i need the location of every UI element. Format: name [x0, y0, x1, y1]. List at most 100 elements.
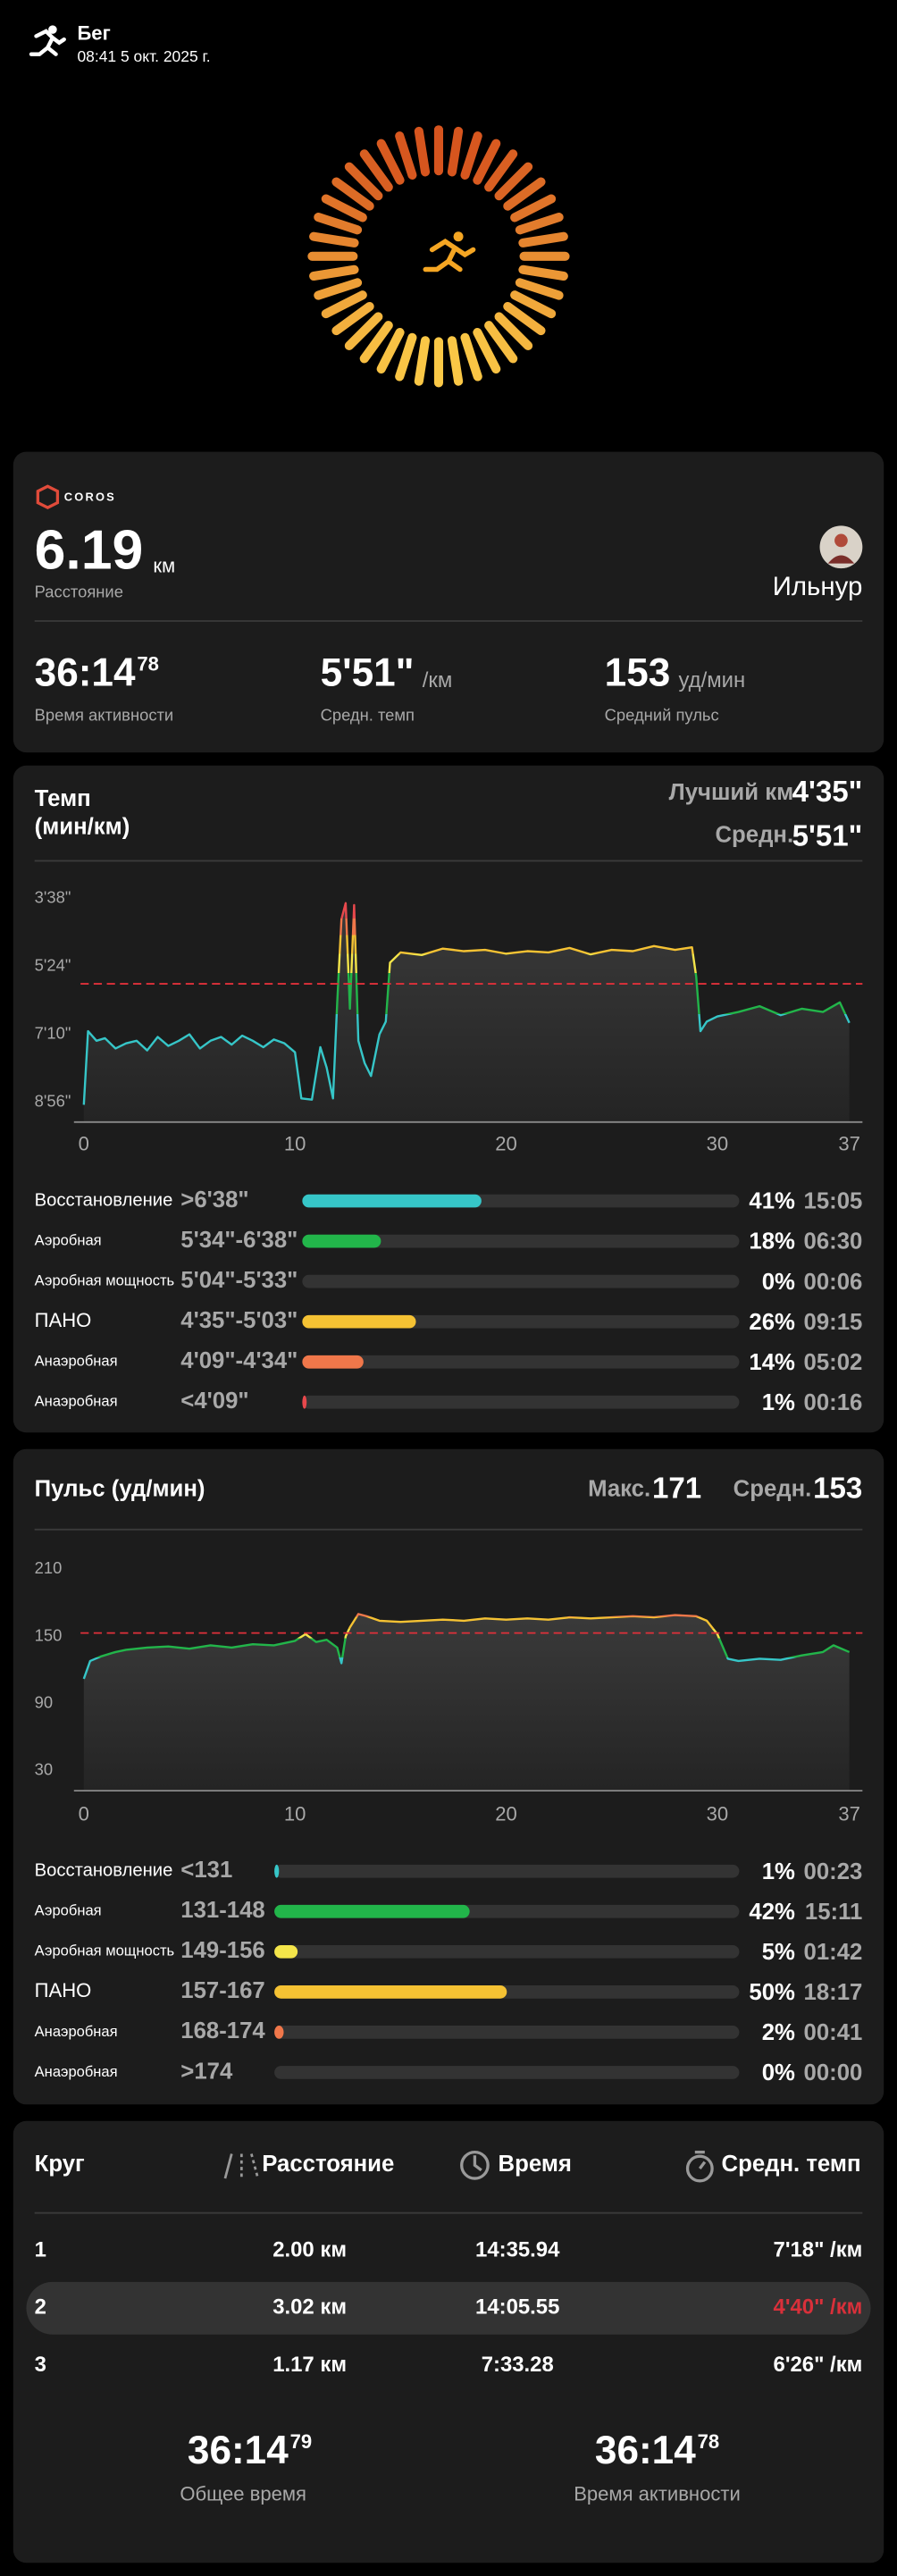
ring-segment [321, 194, 367, 222]
total-value: 36:14 [595, 2429, 696, 2472]
lap-cell: 3 [35, 2353, 46, 2377]
ring-segment [518, 231, 568, 248]
y-tick-label: 5'24" [35, 956, 71, 975]
ring-segment [376, 327, 405, 374]
best-value: 4'35" [792, 776, 863, 809]
ring-segment [331, 177, 374, 211]
y-tick-label: 210 [35, 1558, 63, 1577]
ring-segment [344, 162, 383, 201]
ring-segment [460, 332, 482, 382]
zone-bar [274, 1864, 280, 1878]
zone-time: 06:30 [804, 1229, 863, 1254]
average-value: 5'51" [792, 819, 863, 852]
ring-segment [414, 336, 431, 386]
distance-label: Расстояние [35, 583, 123, 601]
ring-segment [518, 264, 568, 281]
ring-segment [515, 278, 564, 300]
stat-unit: /км [423, 668, 453, 692]
ring-segment [503, 177, 546, 211]
zone-time: 00:41 [804, 2020, 863, 2045]
lap-cell: 2.00 км [272, 2237, 347, 2261]
zone-range: >6'38" [180, 1187, 248, 1212]
zone-time: 15:11 [805, 1900, 862, 1925]
zone-percent: 0% [762, 2060, 795, 2085]
ring-segment [460, 131, 482, 180]
lap-header: Расстояние [262, 2152, 394, 2177]
total-label: Общее время [180, 2483, 306, 2505]
active-time: 36:14 78 [595, 2429, 719, 2472]
zone-percent: 5% [762, 1940, 795, 1965]
zone-bar [274, 1944, 298, 1959]
total-time: 36:14 79 [188, 2429, 312, 2472]
lap-cell: 7:33.28 [482, 2353, 554, 2377]
zone-track [302, 1355, 740, 1369]
zone-range: <4'09" [180, 1389, 248, 1414]
zone-range: 131-148 [180, 1898, 264, 1923]
ring-segment [447, 126, 464, 177]
lap-highlight [26, 2281, 871, 2335]
zone-time: 00:23 [804, 1859, 863, 1884]
zone-percent: 0% [762, 1270, 795, 1295]
zone-time: 05:02 [804, 1350, 863, 1375]
x-tick-label: 20 [495, 1132, 517, 1154]
lap-cell: 14:05.55 [475, 2295, 559, 2320]
ring-segment [376, 138, 405, 185]
max-label: Макс. [588, 1476, 650, 1501]
activity-ring [307, 125, 570, 388]
x-tick-label: 20 [495, 1803, 517, 1825]
lap-header: Средн. темп [722, 2152, 861, 2177]
zone-name: ПАНО [35, 1309, 92, 1331]
zone-percent: 26% [749, 1310, 795, 1335]
average-label: Средн. [734, 1476, 812, 1501]
lap-cell: 3.02 км [272, 2295, 347, 2320]
ring-runner-icon [423, 231, 476, 273]
stat-value: 36:14 [35, 650, 136, 694]
zone-bar [274, 2026, 284, 2039]
zone-name: Восстановление [35, 1190, 173, 1210]
activity-datetime: 08:41 5 окт. 2025 г. [77, 47, 210, 65]
ring-segment [395, 332, 417, 382]
zone-name: Аэробная [35, 1902, 102, 1919]
zone-bar [302, 1234, 381, 1248]
zone-range: 168-174 [180, 2018, 265, 2043]
zone-range: 4'09"-4'34" [180, 1348, 298, 1373]
ring-segment [309, 264, 359, 281]
chart-subtitle: (мин/км) [35, 814, 130, 839]
activity-icon [29, 25, 66, 56]
total-fraction: 79 [290, 2430, 313, 2453]
zone-range: 4'35"-5'03" [180, 1308, 298, 1333]
series-area [83, 902, 850, 1122]
ring-segment [494, 312, 533, 350]
ring-segment [414, 126, 431, 177]
zone-bar [274, 1985, 507, 1999]
ring-segment [510, 194, 557, 222]
zone-name: Анаэробная [35, 1393, 118, 1410]
zone-track [274, 1864, 740, 1878]
ring-segment [515, 213, 564, 235]
zone-time: 18:17 [804, 1980, 863, 2005]
average-label: Средн. [715, 823, 793, 848]
user-name: Ильнур [773, 572, 863, 601]
zone-track [302, 1395, 740, 1409]
zone-bar [302, 1194, 482, 1208]
zone-range: 157-167 [180, 1978, 264, 2003]
zone-name: Анаэробная [35, 2023, 118, 2040]
zone-percent: 42% [749, 1900, 795, 1925]
lap-cell: 2 [35, 2295, 46, 2320]
zone-name: Аэробная мощность [35, 1272, 174, 1289]
zone-track [274, 2066, 740, 2079]
stat-fraction: 78 [137, 652, 159, 675]
x-tick-label: 10 [284, 1132, 306, 1154]
zone-percent: 1% [762, 1859, 795, 1884]
y-tick-label: 150 [35, 1625, 63, 1644]
zone-range: >174 [180, 2059, 233, 2084]
x-tick-label: 10 [284, 1803, 306, 1825]
ring-segment [510, 290, 557, 319]
ring-segment [473, 327, 501, 374]
zone-range: <131 [180, 1858, 232, 1883]
zone-name: Аэробная мощность [35, 1942, 174, 1959]
lap-header: Круг [35, 2152, 85, 2177]
stat-label: Средн. темп [321, 706, 415, 725]
zone-bar [302, 1395, 307, 1409]
